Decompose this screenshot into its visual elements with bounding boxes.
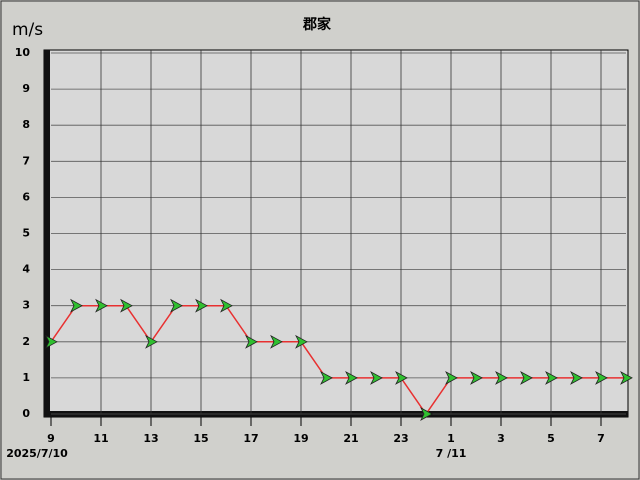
y-tick-label: 9 xyxy=(22,82,30,95)
marker xyxy=(170,298,183,313)
x-tick-label: 11 xyxy=(93,432,108,445)
marker xyxy=(295,334,308,349)
marker xyxy=(420,407,433,421)
x-tick-label: 23 xyxy=(393,432,408,445)
marker xyxy=(495,370,508,385)
x-tick-label: 17 xyxy=(243,432,258,445)
marker xyxy=(570,370,583,385)
y-tick-label: 10 xyxy=(15,46,31,59)
x-tick-label: 13 xyxy=(143,432,158,445)
x-tick-label: 5 xyxy=(547,432,555,445)
y-tick-label: 5 xyxy=(22,227,30,240)
marker xyxy=(45,334,58,349)
marker xyxy=(270,334,283,349)
marker xyxy=(445,370,458,385)
marker xyxy=(520,370,533,385)
y-tick-label: 4 xyxy=(22,263,30,276)
marker xyxy=(145,334,158,349)
y-tick-label: 1 xyxy=(22,371,30,384)
y-tick-label: 0 xyxy=(22,407,30,420)
marker xyxy=(470,370,483,385)
x-tick-label: 15 xyxy=(193,432,208,445)
marker xyxy=(245,334,258,349)
marker xyxy=(95,298,108,313)
x-tick-label: 7 xyxy=(597,432,605,445)
marker xyxy=(395,370,408,385)
marker xyxy=(70,298,83,313)
plot-shadow xyxy=(44,50,50,417)
y-tick-label: 2 xyxy=(22,335,30,348)
y-tick-label: 8 xyxy=(22,118,30,131)
date-label: 2025/7/10 xyxy=(6,447,68,460)
marker xyxy=(220,298,233,313)
y-axis-label: m/s xyxy=(12,20,43,40)
x-tick-label: 21 xyxy=(343,432,358,445)
y-tick-label: 6 xyxy=(22,190,30,203)
x-tick-label: 9 xyxy=(47,432,55,445)
marker xyxy=(320,370,333,385)
marker xyxy=(370,370,383,385)
x-tick-label: 19 xyxy=(293,432,308,445)
marker xyxy=(620,370,633,385)
marker xyxy=(345,370,358,385)
y-tick-label: 3 xyxy=(22,299,30,312)
marker xyxy=(545,370,558,385)
date-label: 7 /11 xyxy=(436,447,467,460)
x-tick-label: 3 xyxy=(497,432,505,445)
marker xyxy=(195,298,208,313)
chart-title: 郡家 xyxy=(302,16,332,33)
marker xyxy=(120,298,133,313)
x-tick-label: 1 xyxy=(447,432,455,445)
y-tick-label: 7 xyxy=(22,154,30,167)
marker xyxy=(595,370,608,385)
